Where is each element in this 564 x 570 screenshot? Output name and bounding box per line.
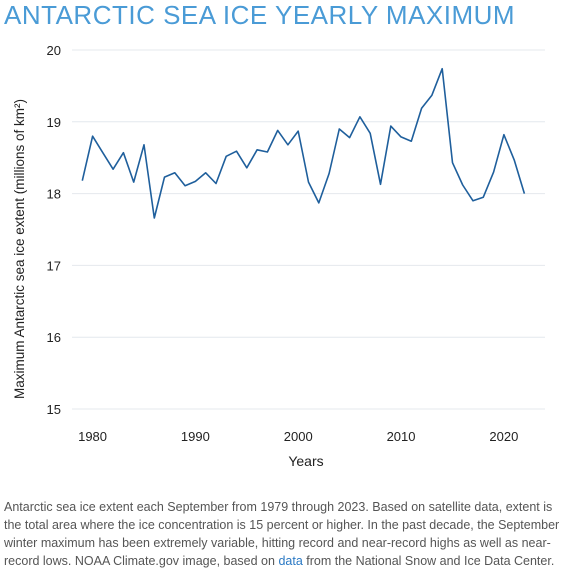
y-tick-label: 20 <box>47 43 61 58</box>
x-tick-label: 2020 <box>489 429 518 444</box>
x-tick-label: 2010 <box>387 429 416 444</box>
gridlines <box>72 49 545 410</box>
caption-text-end: from the National Snow and Ice Data Cent… <box>302 554 555 568</box>
y-tick-label: 15 <box>47 402 61 417</box>
y-tick-label: 19 <box>47 115 61 130</box>
y-axis-label: Maximum Antarctic sea ice extent (millio… <box>12 99 27 399</box>
caption-text: Antarctic sea ice extent each September … <box>4 500 560 568</box>
x-tick-label: 1990 <box>181 429 210 444</box>
y-tick-label: 17 <box>47 258 61 273</box>
y-tick-label: 16 <box>47 330 61 345</box>
x-axis-label: Years <box>288 453 323 469</box>
x-tick-labels: 1980 1990 2000 2010 2020 <box>78 429 518 444</box>
chart-title: ANTARCTIC SEA ICE YEARLY MAXIMUM <box>4 0 516 30</box>
y-tick-labels: 15 16 17 18 19 20 <box>47 43 61 417</box>
series-line <box>81 67 526 219</box>
x-tick-label: 2000 <box>284 429 313 444</box>
x-tick-label: 1980 <box>78 429 107 444</box>
data-link[interactable]: data <box>278 554 303 568</box>
figure-caption: Antarctic sea ice extent each September … <box>4 498 560 570</box>
y-tick-label: 18 <box>47 187 61 202</box>
